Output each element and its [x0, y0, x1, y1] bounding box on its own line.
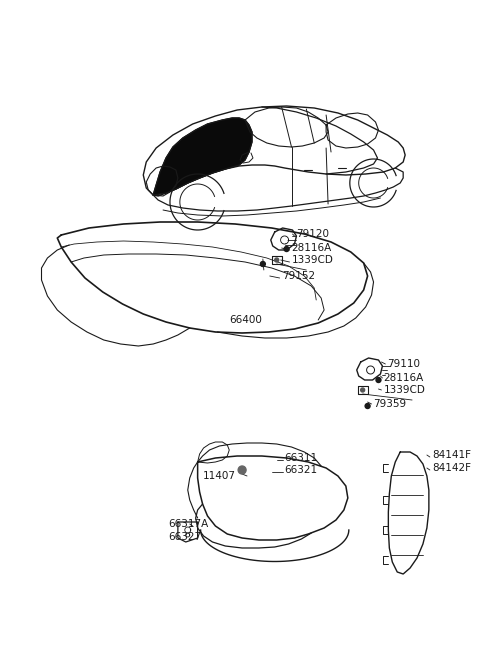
Circle shape	[238, 466, 246, 474]
Text: 84141F: 84141F	[432, 450, 471, 460]
Text: 1339CD: 1339CD	[291, 255, 334, 265]
Circle shape	[284, 246, 289, 252]
Text: 66400: 66400	[229, 315, 262, 325]
Text: 1339CD: 1339CD	[384, 385, 425, 395]
Text: 79120: 79120	[297, 229, 329, 239]
Circle shape	[365, 403, 370, 409]
Polygon shape	[153, 118, 252, 195]
Text: 28116A: 28116A	[291, 243, 332, 253]
Circle shape	[275, 258, 279, 262]
Text: 79110: 79110	[387, 359, 420, 369]
Text: 66321: 66321	[285, 465, 318, 475]
Circle shape	[282, 238, 287, 242]
Text: 79359: 79359	[373, 399, 407, 409]
Text: 11407: 11407	[203, 471, 236, 481]
Text: 79152: 79152	[282, 271, 315, 281]
Text: 84142F: 84142F	[432, 463, 471, 473]
Text: 66311: 66311	[285, 453, 318, 463]
Circle shape	[376, 377, 381, 383]
Circle shape	[260, 261, 265, 267]
Text: 66317A: 66317A	[168, 519, 208, 529]
Text: 66327: 66327	[168, 532, 201, 542]
Circle shape	[360, 388, 365, 392]
Text: 28116A: 28116A	[384, 373, 424, 383]
